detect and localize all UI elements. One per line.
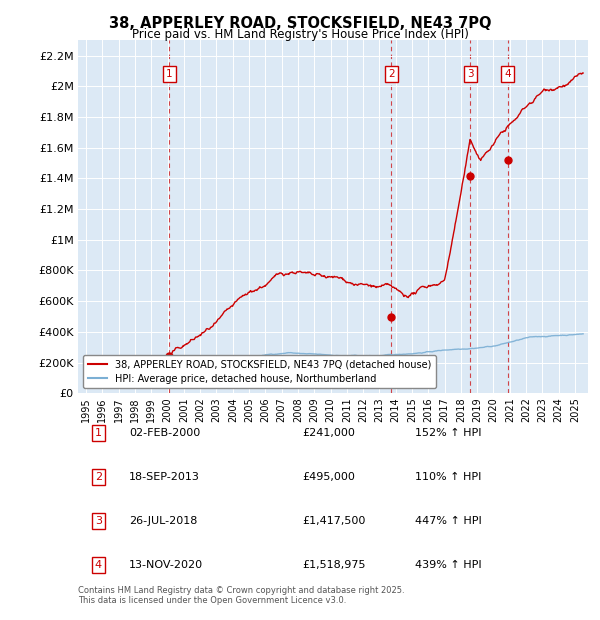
Text: Price paid vs. HM Land Registry's House Price Index (HPI): Price paid vs. HM Land Registry's House … bbox=[131, 28, 469, 41]
Text: Contains HM Land Registry data © Crown copyright and database right 2025.
This d: Contains HM Land Registry data © Crown c… bbox=[78, 585, 404, 605]
Legend: 38, APPERLEY ROAD, STOCKSFIELD, NE43 7PQ (detached house), HPI: Average price, d: 38, APPERLEY ROAD, STOCKSFIELD, NE43 7PQ… bbox=[83, 355, 436, 388]
Text: £1,518,975: £1,518,975 bbox=[302, 560, 366, 570]
Text: 110% ↑ HPI: 110% ↑ HPI bbox=[415, 472, 481, 482]
Text: 2: 2 bbox=[95, 472, 102, 482]
Text: 13-NOV-2020: 13-NOV-2020 bbox=[129, 560, 203, 570]
Text: 1: 1 bbox=[95, 428, 102, 438]
Text: 439% ↑ HPI: 439% ↑ HPI bbox=[415, 560, 481, 570]
Text: £495,000: £495,000 bbox=[302, 472, 355, 482]
Text: 26-JUL-2018: 26-JUL-2018 bbox=[129, 516, 197, 526]
Text: 447% ↑ HPI: 447% ↑ HPI bbox=[415, 516, 481, 526]
Text: 4: 4 bbox=[505, 69, 511, 79]
Text: 4: 4 bbox=[95, 560, 102, 570]
Text: 02-FEB-2000: 02-FEB-2000 bbox=[129, 428, 200, 438]
Text: 18-SEP-2013: 18-SEP-2013 bbox=[129, 472, 200, 482]
Text: 38, APPERLEY ROAD, STOCKSFIELD, NE43 7PQ: 38, APPERLEY ROAD, STOCKSFIELD, NE43 7PQ bbox=[109, 16, 491, 30]
Text: 152% ↑ HPI: 152% ↑ HPI bbox=[415, 428, 481, 438]
Text: £241,000: £241,000 bbox=[302, 428, 355, 438]
Text: 3: 3 bbox=[95, 516, 102, 526]
Text: 3: 3 bbox=[467, 69, 473, 79]
Text: 2: 2 bbox=[388, 69, 394, 79]
Text: £1,417,500: £1,417,500 bbox=[302, 516, 366, 526]
Text: 1: 1 bbox=[166, 69, 172, 79]
